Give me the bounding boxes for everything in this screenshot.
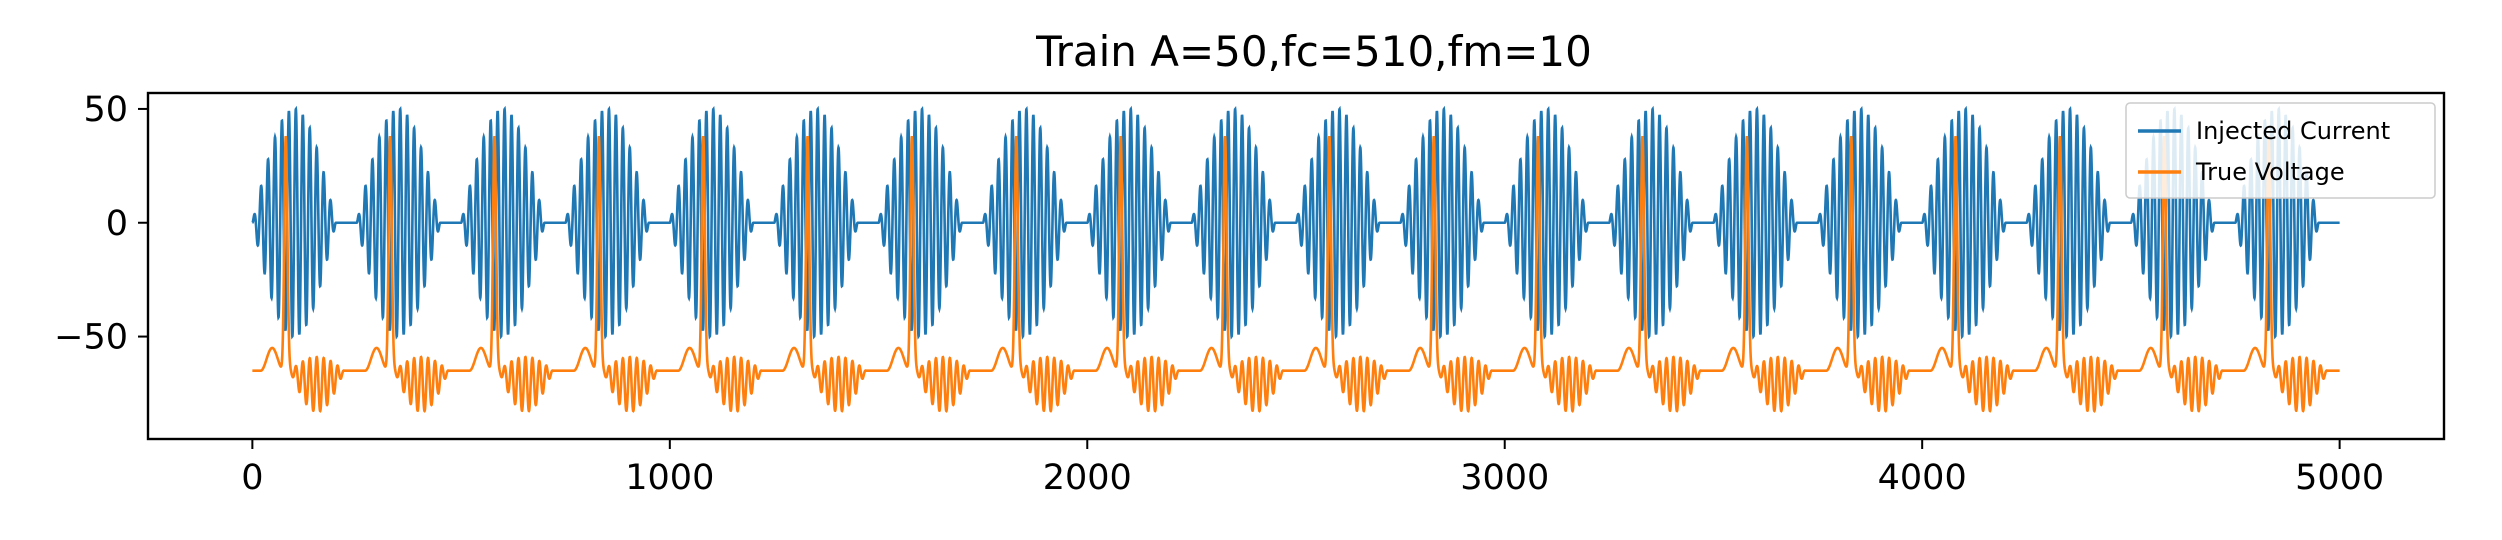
plot-content xyxy=(251,105,2340,413)
legend: Injected Current True Voltage xyxy=(2125,102,2436,199)
y-tick-label: 0 xyxy=(106,204,128,244)
axis-ticks: 0 1000 2000 3000 4000 5000 50 0 −50 xyxy=(54,90,2384,498)
x-tick-label: 4000 xyxy=(1878,458,1967,498)
y-tick-label: 50 xyxy=(83,90,128,130)
legend-box xyxy=(2125,102,2436,199)
series-true-voltage xyxy=(252,135,2340,413)
legend-label: True Voltage xyxy=(2195,158,2345,186)
y-tick-label: −50 xyxy=(54,318,128,358)
x-tick-label: 5000 xyxy=(2295,458,2384,498)
x-tick-label: 3000 xyxy=(1460,458,1549,498)
plot-frame xyxy=(146,91,2446,441)
x-tick-label: 0 xyxy=(241,458,263,498)
legend-label: Injected Current xyxy=(2196,117,2390,145)
chart-title: Train A=50,fc=510,fm=10 xyxy=(1035,27,1592,76)
x-tick-label: 1000 xyxy=(625,458,714,498)
x-tick-label: 2000 xyxy=(1043,458,1132,498)
series-injected-current xyxy=(251,105,2340,340)
